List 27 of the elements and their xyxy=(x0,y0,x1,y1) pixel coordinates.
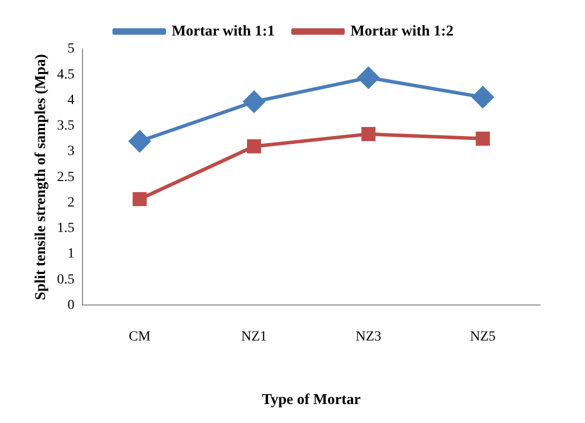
y-axis-title: Split tensile strength of samples (Mpa) xyxy=(32,54,49,300)
point xyxy=(243,91,265,113)
point xyxy=(247,139,262,154)
x-tick-label: NZ1 xyxy=(241,329,267,344)
point xyxy=(361,127,376,142)
point xyxy=(132,192,147,206)
y-tick-label: 3.5 xyxy=(57,118,74,134)
y-tick-label: 2.5 xyxy=(57,170,74,185)
y-tick-label: 2 xyxy=(68,195,74,210)
y-tick-label: 0 xyxy=(68,298,74,313)
legend-label: Mortar with 1:1 xyxy=(172,23,275,40)
x-tick-label: CM xyxy=(128,329,152,344)
y-tick-label: 5 xyxy=(68,42,74,57)
x-tick-label: NZ3 xyxy=(356,329,382,344)
x-tick-label: NZ5 xyxy=(470,329,496,344)
point xyxy=(358,66,380,88)
point xyxy=(128,130,150,152)
y-tick-label: 3 xyxy=(68,144,74,160)
y-tick-label: 4 xyxy=(68,92,74,108)
y-tick-label: 1 xyxy=(68,246,74,262)
y-tick-label: 0.5 xyxy=(57,272,74,288)
y-tick-label: 4.5 xyxy=(57,67,74,82)
point xyxy=(476,132,490,146)
y-tick-label: 1.5 xyxy=(57,221,74,236)
legend-label: Mortar with 1:2 xyxy=(350,23,454,40)
point xyxy=(472,86,494,108)
x-axis-title: Type of Mortar xyxy=(262,392,362,408)
